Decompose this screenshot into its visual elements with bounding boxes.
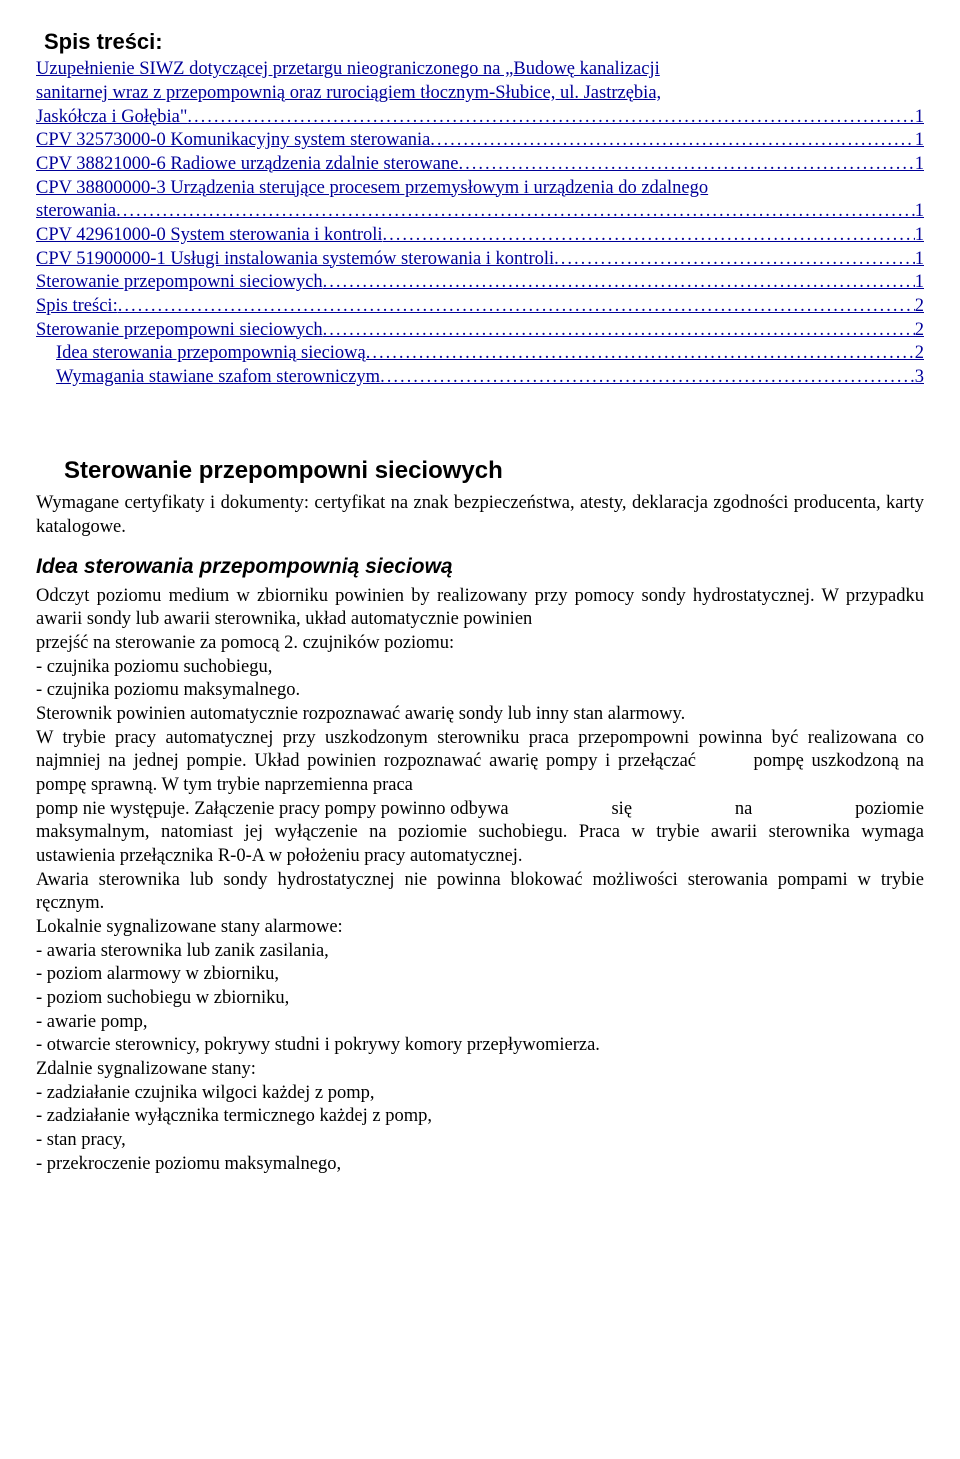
paragraph: Lokalnie sygnalizowane stany alarmowe: — [36, 916, 924, 940]
toc-leader — [458, 153, 914, 177]
toc-leader — [116, 200, 915, 224]
paragraph: maksymalnym, natomiast jej wyłączenie na… — [36, 821, 924, 868]
toc-entry[interactable]: CPV 38821000-6 Radiowe urządzenia zdalni… — [36, 153, 924, 177]
toc-entry[interactable]: CPV 38800000-3 Urządzenia sterujące proc… — [36, 177, 924, 201]
toc-entry[interactable]: Sterowanie przepompowni sieciowych 2 — [36, 319, 924, 343]
toc-text: Sterowanie przepompowni sieciowych — [36, 271, 323, 295]
toc-leader — [383, 224, 915, 248]
toc-page: 2 — [915, 295, 924, 319]
section-heading: Sterowanie przepompowni sieciowych — [64, 456, 924, 487]
toc-leader — [366, 342, 915, 366]
toc-page: 1 — [915, 129, 924, 153]
text-run: pomp nie występuje. Załączenie pracy pom… — [36, 798, 509, 822]
toc-text: CPV 51900000-1 Usługi instalowania syste… — [36, 248, 554, 272]
toc-entry[interactable]: Uzupełnienie SIWZ dotyczącej przetargu n… — [36, 58, 924, 82]
toc-text: Spis treści: — [36, 295, 118, 319]
toc-entry[interactable]: CPV 51900000-1 Usługi instalowania syste… — [36, 248, 924, 272]
toc-page: 2 — [915, 319, 924, 343]
list-item: - czujnika poziomu maksymalnego. — [36, 679, 924, 703]
toc-leader — [430, 129, 914, 153]
toc-text: sterowania — [36, 200, 116, 224]
paragraph: Sterownik powinien automatycznie rozpozn… — [36, 703, 924, 727]
toc-text: CPV 38800000-3 Urządzenia sterujące proc… — [36, 177, 708, 201]
paragraph: Wymagane certyfikaty i dokumenty: certyf… — [36, 492, 924, 539]
subsection-heading: Idea sterowania przepompownią sieciową — [36, 554, 924, 581]
toc-text: Idea sterowania przepompownią sieciową — [56, 342, 366, 366]
paragraph: Odczyt poziomu medium w zbiorniku powini… — [36, 585, 924, 632]
toc-entry[interactable]: CPV 32573000-0 Komunikacyjny system ster… — [36, 129, 924, 153]
toc-entry[interactable]: CPV 42961000-0 System sterowania i kontr… — [36, 224, 924, 248]
toc-text: Jaskółcza i Gołębia" — [36, 106, 187, 130]
toc-text: sanitarnej wraz z przepompownią oraz rur… — [36, 82, 661, 106]
list-item: - awaria sterownika lub zanik zasilania, — [36, 940, 924, 964]
toc-leader — [118, 295, 915, 319]
toc-entry[interactable]: sterowania 1 — [36, 200, 924, 224]
toc-entry[interactable]: Spis treści: 2 — [36, 295, 924, 319]
toc-text: CPV 32573000-0 Komunikacyjny system ster… — [36, 129, 430, 153]
toc-leader — [323, 319, 915, 343]
list-item: - przekroczenie poziomu maksymalnego, — [36, 1153, 924, 1177]
toc-text: CPV 42961000-0 System sterowania i kontr… — [36, 224, 383, 248]
toc-entry[interactable]: Jaskółcza i Gołębia" 1 — [36, 106, 924, 130]
toc-leader — [323, 271, 915, 295]
toc-page: 1 — [915, 153, 924, 177]
toc-text: Sterowanie przepompowni sieciowych — [36, 319, 323, 343]
toc-page: 2 — [915, 342, 924, 366]
toc: Uzupełnienie SIWZ dotyczącej przetargu n… — [36, 58, 924, 389]
paragraph: Zdalnie sygnalizowane stany: — [36, 1058, 924, 1082]
paragraph: W trybie pracy automatycznej przy uszkod… — [36, 727, 924, 798]
toc-page: 1 — [915, 248, 924, 272]
toc-entry[interactable]: Sterowanie przepompowni sieciowych 1 — [36, 271, 924, 295]
list-item: - stan pracy, — [36, 1129, 924, 1153]
list-item: - otwarcie sterownicy, pokrywy studni i … — [36, 1034, 924, 1058]
paragraph: pomp nie występuje. Załączenie pracy pom… — [36, 798, 924, 822]
toc-leader — [187, 106, 914, 130]
toc-entry[interactable]: sanitarnej wraz z przepompownią oraz rur… — [36, 82, 924, 106]
toc-leader — [380, 366, 915, 390]
text-run: poziomie — [855, 798, 924, 822]
toc-text: Wymagania stawiane szafom sterowniczym — [56, 366, 380, 390]
toc-title: Spis treści: — [44, 28, 924, 56]
list-item: - zadziałanie czujnika wilgoci każdej z … — [36, 1082, 924, 1106]
toc-entry[interactable]: Idea sterowania przepompownią sieciową 2 — [36, 342, 924, 366]
paragraph: Awaria sterownika lub sondy hydrostatycz… — [36, 869, 924, 916]
toc-page: 3 — [915, 366, 924, 390]
list-item: - czujnika poziomu suchobiegu, — [36, 656, 924, 680]
paragraph: przejść na sterowanie za pomocą 2. czujn… — [36, 632, 924, 656]
toc-leader — [554, 248, 915, 272]
list-item: - poziom alarmowy w zbiorniku, — [36, 963, 924, 987]
text-run: się — [611, 798, 632, 822]
list-item: - poziom suchobiegu w zbiorniku, — [36, 987, 924, 1011]
text-run: na — [735, 798, 752, 822]
toc-text: CPV 38821000-6 Radiowe urządzenia zdalni… — [36, 153, 458, 177]
toc-entry[interactable]: Wymagania stawiane szafom sterowniczym 3 — [36, 366, 924, 390]
list-item: - awarie pomp, — [36, 1011, 924, 1035]
toc-page: 1 — [915, 271, 924, 295]
toc-page: 1 — [915, 224, 924, 248]
toc-page: 1 — [915, 106, 924, 130]
toc-text: Uzupełnienie SIWZ dotyczącej przetargu n… — [36, 58, 660, 82]
list-item: - zadziałanie wyłącznika termicznego każ… — [36, 1105, 924, 1129]
toc-page: 1 — [915, 200, 924, 224]
